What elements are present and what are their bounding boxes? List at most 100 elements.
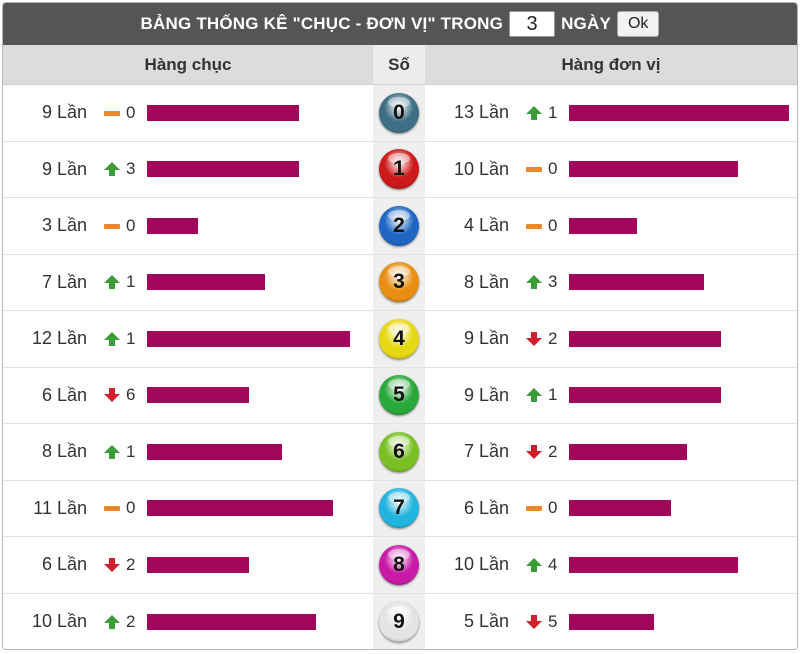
tens-change: 1 [126,272,136,292]
units-trend: 1 [517,103,569,123]
number-digit: 7 [393,496,405,520]
number-ball: 6 [379,431,419,472]
tens-count: 9 Lần [41,102,87,123]
table-row: 3 Lần 0 2 4 Lần 0 [3,198,797,255]
tens-trend: 2 [95,555,147,575]
tens-count: 11 Lần [33,497,87,518]
units-trend: 0 [517,498,569,518]
tens-bar [147,330,351,347]
tens-cell: 9 Lần 0 [3,85,373,141]
table-row: 12 Lần 1 4 9 Lần 2 [3,311,797,368]
tens-bar [147,274,266,291]
tens-change: 0 [126,102,136,122]
units-change: 0 [548,159,558,179]
table-row: 9 Lần 3 1 10 Lần 0 [3,141,797,198]
units-trend: 3 [517,272,569,292]
tens-cell: 10 Lần 2 [3,594,373,650]
tens-count: 7 Lần [41,271,87,292]
units-bar [569,500,671,517]
number-digit: 6 [393,439,405,463]
tens-bar [147,217,198,234]
tens-cell: 9 Lần 3 [3,142,373,198]
units-trend: 0 [517,159,569,179]
tens-trend: 0 [95,103,147,123]
units-cell: 4 Lần 0 [425,198,797,254]
table-row: 9 Lần 0 0 13 Lần 1 [3,85,797,142]
header-number: Số [373,45,425,84]
dash-icon [525,161,543,177]
tens-bar [147,500,334,517]
units-change: 1 [548,102,558,122]
arrow-up-icon [103,444,121,460]
units-bar [569,443,688,460]
units-count: 7 Lần [463,441,509,462]
table-row: 6 Lần 2 8 10 Lần 4 [3,537,797,594]
number-digit: 8 [393,552,405,576]
tens-cell: 6 Lần 6 [3,368,373,424]
arrow-down-icon [525,444,543,460]
header-tens: Hàng chục [144,54,232,74]
tens-trend: 1 [95,329,147,349]
units-cell: 10 Lần 0 [425,142,797,198]
arrow-up-icon [103,274,121,290]
units-cell: 9 Lần 2 [425,311,797,367]
units-trend: 4 [517,555,569,575]
dash-icon [525,218,543,234]
units-change: 5 [548,611,558,631]
arrow-down-icon [525,331,543,347]
tens-bar [147,387,249,404]
number-ball: 5 [379,375,419,416]
tens-change: 1 [126,328,136,348]
number-cell: 5 [373,367,425,423]
number-ball: 1 [379,149,419,190]
number-digit: 2 [393,213,405,237]
arrow-up-icon [525,105,543,121]
units-change: 2 [548,328,558,348]
title-suffix: NGÀY [561,14,611,33]
number-ball: 4 [379,318,419,359]
units-count: 8 Lần [463,271,509,292]
number-digit: 0 [393,100,405,124]
number-digit: 5 [393,383,405,407]
title-prefix: BẢNG THỐNG KÊ "CHỤC - ĐƠN VỊ" TRONG [140,14,504,33]
header-units: Hàng đơn vị [561,54,661,74]
number-cell: 3 [373,254,425,310]
table-row: 10 Lần 2 9 5 Lần 5 [3,593,797,650]
arrow-up-icon [525,557,543,573]
tens-change: 1 [126,441,136,461]
units-cell: 10 Lần 4 [425,537,797,593]
tens-bar [147,104,300,121]
units-count: 5 Lần [463,611,509,632]
column-header-row: Hàng chục Số Hàng đơn vị [3,45,797,85]
units-count: 10 Lần [453,158,509,179]
units-trend: 0 [517,216,569,236]
units-count: 4 Lần [463,215,509,236]
units-count: 6 Lần [463,497,509,518]
title-bar: BẢNG THỐNG KÊ "CHỤC - ĐƠN VỊ" TRONG NGÀY… [3,3,797,45]
arrow-up-icon [525,274,543,290]
tens-change: 2 [126,611,136,631]
number-cell: 6 [373,424,425,480]
units-bar [569,274,705,291]
arrow-down-icon [103,387,121,403]
tens-count: 8 Lần [41,441,87,462]
tens-bar [147,556,249,573]
units-cell: 9 Lần 1 [425,368,797,424]
tens-cell: 11 Lần 0 [3,481,373,537]
units-trend: 1 [517,385,569,405]
days-input[interactable] [509,11,556,37]
number-digit: 9 [393,609,405,633]
tens-change: 0 [126,498,136,518]
tens-trend: 0 [95,216,147,236]
number-cell: 1 [373,141,425,197]
dash-icon [103,218,121,234]
units-bar [569,387,722,404]
tens-change: 0 [126,215,136,235]
units-cell: 13 Lần 1 [425,85,797,141]
ok-button[interactable]: Ok [616,11,660,37]
units-bar [569,104,789,121]
number-ball: 9 [379,601,419,642]
tens-trend: 6 [95,385,147,405]
tens-trend: 2 [95,612,147,632]
